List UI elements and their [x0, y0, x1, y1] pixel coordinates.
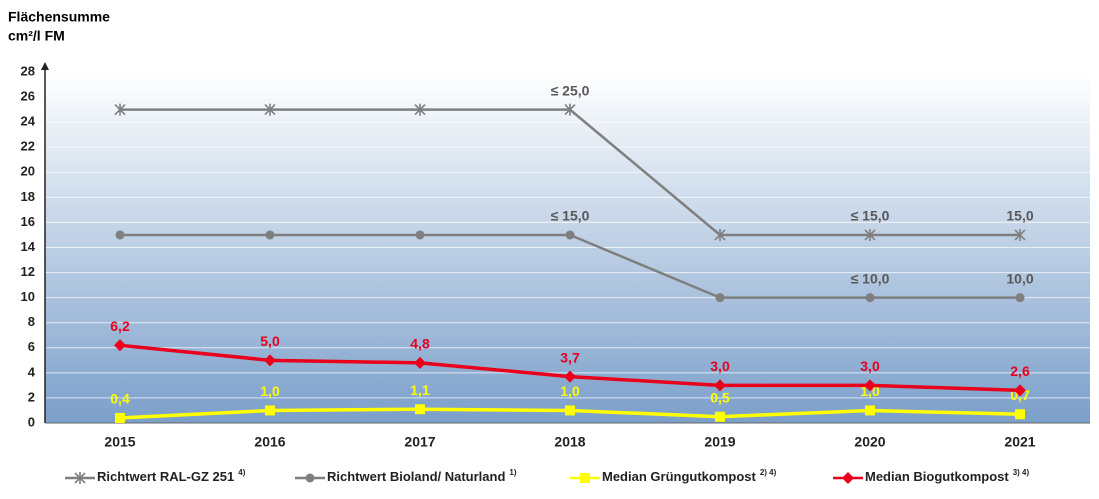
- marker: [715, 293, 725, 303]
- legend-superscript: 3) 4): [1013, 468, 1030, 477]
- legend-superscript: 1): [509, 468, 516, 477]
- marker: [74, 472, 86, 484]
- legend-item: Richtwert Bioland/ Naturland 1): [295, 468, 517, 484]
- marker: [564, 370, 576, 383]
- marker: [265, 405, 275, 416]
- y-tick-label: 22: [21, 139, 35, 154]
- y-tick-label: 6: [28, 339, 35, 354]
- x-tick-label: 2020: [854, 434, 885, 450]
- x-tick-label: 2016: [254, 434, 285, 450]
- y-axis-unit: cm²/l FM: [8, 28, 65, 44]
- marker: [1015, 293, 1025, 303]
- marker: [1014, 384, 1026, 397]
- y-tick-label: 8: [28, 314, 35, 329]
- marker: [414, 103, 426, 116]
- y-tick-label: 28: [21, 63, 35, 78]
- y-tick-label: 2: [28, 389, 35, 404]
- marker: [565, 230, 575, 240]
- marker: [714, 379, 726, 392]
- marker: [715, 411, 725, 422]
- y-tick-label: 0: [28, 414, 35, 429]
- data-label: 10,0: [1006, 270, 1033, 286]
- x-tick-label: 2015: [104, 434, 135, 450]
- marker: [415, 230, 425, 240]
- marker: [114, 103, 126, 116]
- legend-name: Median Grüngutkompost: [602, 469, 757, 484]
- marker: [115, 230, 125, 240]
- y-tick-label: 26: [21, 89, 35, 104]
- y-tick-label: 18: [21, 189, 35, 204]
- marker: [114, 339, 126, 352]
- marker: [842, 472, 854, 484]
- y-tick-label: 12: [21, 264, 35, 279]
- data-label: 2,6: [1010, 363, 1030, 379]
- data-label: ≤ 15,0: [551, 208, 590, 224]
- marker: [714, 228, 726, 241]
- data-label: 4,8: [410, 336, 430, 352]
- marker: [305, 473, 315, 483]
- marker: [864, 228, 876, 241]
- legend-superscript: 4): [238, 468, 245, 477]
- marker: [1015, 409, 1025, 420]
- data-label: 0,4: [110, 391, 130, 407]
- data-label: ≤ 15,0: [851, 208, 890, 224]
- marker: [115, 412, 125, 423]
- marker: [564, 103, 576, 116]
- data-label: 1,0: [560, 383, 580, 399]
- legend-superscript: 2) 4): [760, 468, 777, 477]
- marker: [264, 354, 276, 367]
- data-label: 3,0: [710, 358, 730, 374]
- data-label: 0,5: [710, 389, 730, 405]
- data-label: ≤ 25,0: [551, 82, 590, 98]
- y-tick-label: 16: [21, 214, 35, 229]
- y-tick-label: 10: [21, 289, 35, 304]
- x-tick-label: 2019: [704, 434, 735, 450]
- legend-name: Median Biogutkompost: [865, 469, 1009, 484]
- y-axis-arrow: [41, 62, 49, 70]
- x-tick-label: 2017: [404, 434, 435, 450]
- marker: [1014, 228, 1026, 241]
- legend-label: Median Biogutkompost 3) 4): [865, 468, 1030, 484]
- legend-label: Richtwert RAL-GZ 251 4): [97, 468, 246, 484]
- data-label: 1,0: [260, 383, 280, 399]
- data-label: 3,7: [560, 349, 580, 365]
- legend-name: Richtwert RAL-GZ 251: [97, 469, 234, 484]
- y-tick-label: 14: [21, 239, 36, 254]
- legend-label: Richtwert Bioland/ Naturland 1): [327, 468, 517, 484]
- legend-item: Median Grüngutkompost 2) 4): [570, 468, 777, 484]
- data-label: 15,0: [1006, 208, 1033, 224]
- data-label: 5,0: [260, 333, 280, 349]
- legend-item: Richtwert RAL-GZ 251 4): [65, 468, 246, 484]
- marker: [580, 473, 590, 483]
- x-tick-label: 2018: [554, 434, 585, 450]
- marker: [864, 379, 876, 392]
- legend-item: Median Biogutkompost 3) 4): [833, 468, 1030, 484]
- legend-label: Median Grüngutkompost 2) 4): [602, 468, 777, 484]
- marker: [565, 405, 575, 416]
- y-tick-label: 24: [21, 114, 36, 129]
- marker: [264, 103, 276, 116]
- marker: [415, 404, 425, 415]
- data-label: 3,0: [860, 358, 880, 374]
- x-tick-label: 2021: [1004, 434, 1035, 450]
- data-label: ≤ 10,0: [851, 270, 890, 286]
- legend-name: Richtwert Bioland/ Naturland: [327, 469, 505, 484]
- marker: [865, 405, 875, 416]
- data-label: 6,2: [110, 318, 130, 334]
- y-tick-label: 4: [28, 364, 36, 379]
- marker: [414, 356, 426, 369]
- marker: [865, 293, 875, 303]
- marker: [265, 230, 275, 240]
- y-tick-label: 20: [21, 164, 35, 179]
- y-axis-title: Flächensumme: [8, 9, 110, 25]
- data-label: 1,1: [410, 382, 430, 398]
